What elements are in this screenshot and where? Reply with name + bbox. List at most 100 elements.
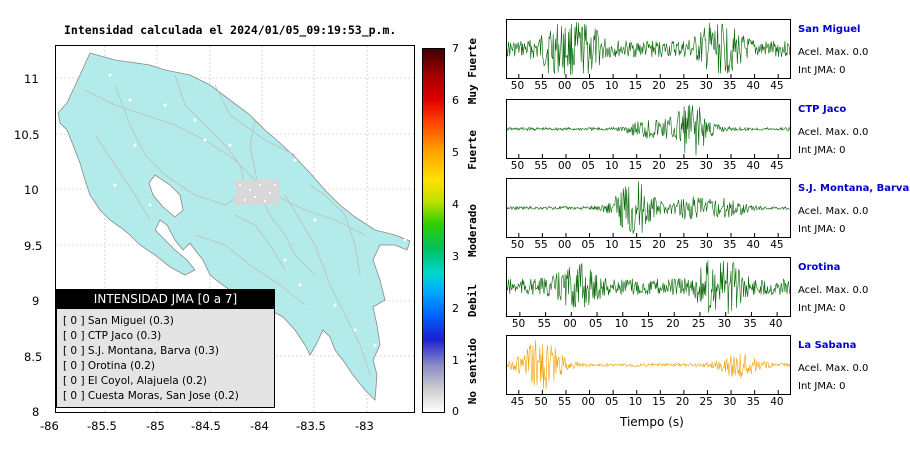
colorbar-tick: 7 <box>452 42 459 55</box>
map-y-tick: 8 <box>32 405 40 419</box>
map-title: Intensidad calculada el 2024/01/05_09:19… <box>64 23 397 37</box>
time-tick-label: 05 <box>581 239 595 251</box>
waveform <box>506 104 791 158</box>
waveform <box>506 181 790 237</box>
station-max-accel: Acel. Max. 0.0 <box>798 206 869 217</box>
time-tick-label: 45 <box>510 396 525 408</box>
map-x-tick: -85.5 <box>87 419 117 433</box>
legend-item: [ 0 ] S.J. Montana, Barva (0.3) <box>63 345 219 357</box>
time-tick-label: 15 <box>628 160 643 172</box>
time-tick-label: 30 <box>699 80 713 92</box>
time-tick-label: 55 <box>534 239 548 251</box>
time-tick-label: 05 <box>605 396 619 408</box>
time-tick-label: 10 <box>614 318 629 330</box>
time-tick-label: 35 <box>743 318 757 330</box>
time-tick-label: 15 <box>628 239 643 251</box>
station-max-accel: Acel. Max. 0.0 <box>798 285 869 296</box>
legend-item: [ 0 ] Cuesta Moras, San Jose (0.2) <box>63 390 239 402</box>
station-jma-intensity: Int JMA: 0 <box>798 224 846 235</box>
time-tick-label: 30 <box>699 239 713 251</box>
legend-item: [ 0 ] San Miguel (0.3) <box>63 315 174 327</box>
time-tick-label: 40 <box>746 80 760 92</box>
colorbar-tick: 1 <box>452 354 459 367</box>
trace-plot[interactable] <box>506 335 791 395</box>
colorbar-label: Debil <box>466 284 479 318</box>
time-tick-label: 05 <box>581 160 595 172</box>
time-tick-label: 35 <box>723 160 737 172</box>
station-max-accel: Acel. Max. 0.0 <box>798 363 869 374</box>
map-y-tick: 10.5 <box>14 128 40 142</box>
road-network <box>84 74 371 376</box>
station-name: Orotina <box>798 262 841 273</box>
time-tick-label: 25 <box>699 396 713 408</box>
map-x-tick: -83 <box>355 419 374 433</box>
station-jma-intensity: Int JMA: 0 <box>798 381 846 392</box>
waveform-line <box>506 104 791 156</box>
legend-item: [ 0 ] Orotina (0.2) <box>63 360 156 372</box>
time-tick-label: 25 <box>691 318 706 330</box>
time-tick-label: 20 <box>652 239 666 251</box>
time-tick-label: 20 <box>652 160 666 172</box>
time-tick-label: 50 <box>510 80 525 92</box>
trace-plot[interactable] <box>506 99 791 159</box>
colorbar-label: No sentido <box>466 338 479 405</box>
map-y-tick: 9.5 <box>24 239 43 253</box>
colorbar-label: Moderado <box>466 204 479 257</box>
map-y-tick: 11 <box>24 72 39 86</box>
time-tick-label: 10 <box>605 80 619 92</box>
time-tick-label: 20 <box>652 80 666 92</box>
time-tick-label: 40 <box>769 318 783 330</box>
legend-item: [ 0 ] CTP Jaco (0.3) <box>63 330 162 342</box>
time-tick-label: 00 <box>581 396 595 408</box>
map-x-tick: -86 <box>40 419 59 433</box>
station-name: La Sabana <box>798 340 857 351</box>
waveform-line <box>506 181 790 234</box>
time-tick-label: 50 <box>511 318 526 330</box>
legend-item: [ 0 ] El Coyol, Alajuela (0.2) <box>63 375 207 387</box>
colorbar-tick: 3 <box>452 250 459 263</box>
time-tick-label: 35 <box>723 239 737 251</box>
time-tick-label: 50 <box>534 396 548 408</box>
map-x-tick: -84 <box>250 419 269 433</box>
colorbar-tick: 4 <box>452 198 459 211</box>
time-tick-label: 30 <box>699 160 713 172</box>
time-tick-label: 20 <box>666 318 680 330</box>
gulf-shape <box>148 174 184 218</box>
trace-plot[interactable] <box>506 19 791 79</box>
waveform-line <box>506 260 791 314</box>
waveform-line <box>506 339 791 390</box>
legend-header: INTENSIDAD JMA [0 a 7] <box>57 290 274 309</box>
time-tick-label: 00 <box>563 318 577 330</box>
time-tick-label: 55 <box>534 160 548 172</box>
time-tick-label: 20 <box>675 396 690 408</box>
map-x-tick: -85 <box>146 419 165 433</box>
station-markers <box>108 73 407 347</box>
country-shape <box>57 52 411 401</box>
map-y-tick: 10 <box>24 183 39 197</box>
urban-cluster <box>235 180 280 205</box>
time-tick-label: 35 <box>723 80 737 92</box>
time-axis-label: Tiempo (s) <box>620 415 684 429</box>
trace-plot[interactable] <box>506 178 791 238</box>
station-jma-intensity: Int JMA: 0 <box>798 65 846 76</box>
intensity-legend: INTENSIDAD JMA [0 a 7] [ 0 ] San Miguel … <box>56 289 275 408</box>
station-max-accel: Acel. Max. 0.0 <box>798 47 869 58</box>
time-tick-label: 05 <box>589 318 603 330</box>
time-tick-label: 40 <box>746 239 760 251</box>
time-tick-label: 55 <box>534 80 548 92</box>
station-jma-intensity: Int JMA: 0 <box>798 145 846 156</box>
time-tick-label: 00 <box>557 80 572 92</box>
colorbar-tick: 0 <box>452 405 459 418</box>
time-tick-label: 35 <box>746 396 760 408</box>
waveform <box>506 339 791 394</box>
map-y-tick: 9 <box>32 294 40 308</box>
time-tick-label: 15 <box>640 318 654 330</box>
station-name: CTP Jaco <box>798 104 847 115</box>
waveform <box>506 22 791 78</box>
station-name: San Miguel <box>798 24 861 35</box>
colorbar-tick: 2 <box>452 302 459 315</box>
time-tick-label: 00 <box>557 239 572 251</box>
station-max-accel: Acel. Max. 0.0 <box>798 127 869 138</box>
time-tick-label: 25 <box>675 160 690 172</box>
trace-plot[interactable] <box>506 257 791 317</box>
